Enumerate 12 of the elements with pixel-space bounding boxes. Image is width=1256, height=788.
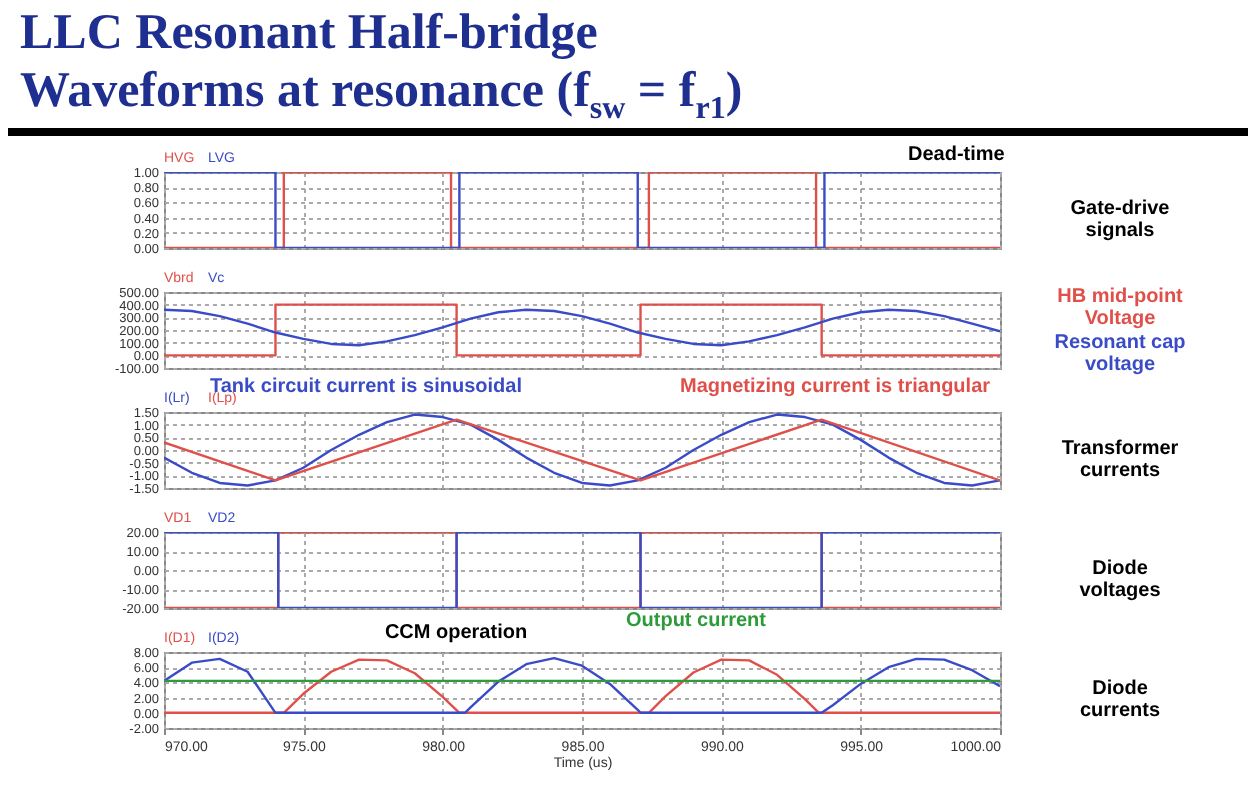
text: Transformer currents: [1061, 438, 1179, 482]
text: Magnetizing current is triangular: [680, 376, 991, 398]
text: Diode currents: [1079, 678, 1161, 722]
text: Diode voltages: [1079, 558, 1162, 602]
text: CCM operation: [384, 622, 528, 644]
text: HB mid-point Voltage: [1057, 286, 1185, 330]
chart-title: LLC Resonant Half-bridge Waveforms at resonance (f$_{sw}$ = f$_{r1}$): [8, 0, 1248, 136]
text: Resonant cap voltage: [1054, 332, 1186, 376]
text: Dead-time: [908, 144, 1006, 166]
text: Output current: [626, 610, 768, 632]
line-series: [164, 308, 1000, 347]
text: Gate-drive signals: [1070, 198, 1171, 242]
